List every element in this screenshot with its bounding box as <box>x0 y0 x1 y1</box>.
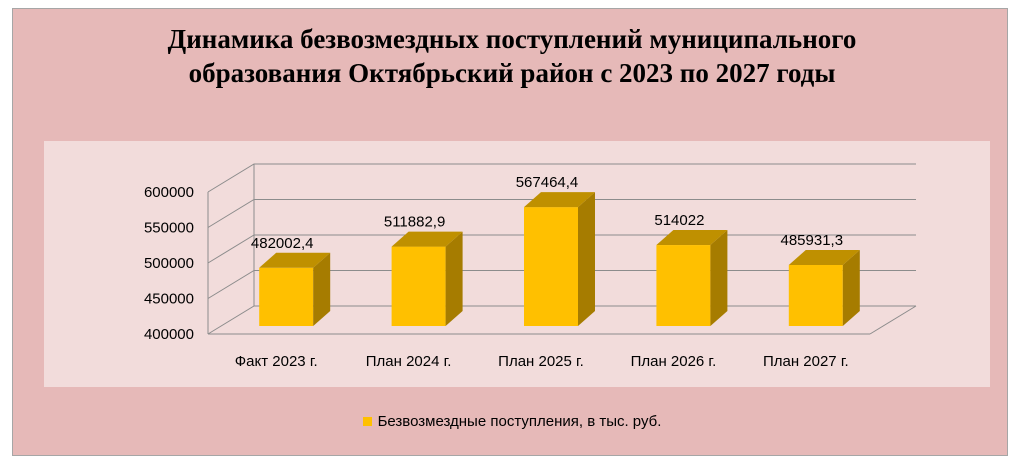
x-tick-label: Факт 2023 г. <box>235 353 318 370</box>
value-label: 567464,4 <box>516 174 579 191</box>
bar-front <box>788 264 843 326</box>
y-tick-label: 450000 <box>144 291 194 308</box>
bar-top <box>656 230 728 246</box>
bar-top <box>259 252 331 268</box>
bar-front <box>391 246 446 326</box>
bar <box>259 252 331 326</box>
value-label: 514022 <box>654 212 704 229</box>
bar <box>524 192 595 326</box>
bars <box>259 192 860 326</box>
value-label: 511882,9 <box>384 214 445 231</box>
bar-front <box>259 267 314 326</box>
chart-title-line-2: образования Октябрьский район с 2023 по … <box>188 58 836 88</box>
bar <box>788 249 860 326</box>
y-tick-label: 600000 <box>144 184 194 201</box>
floor-right-edge <box>869 305 917 335</box>
x-tick-label: План 2027 г. <box>763 353 849 370</box>
legend-label: Безвозмездные поступления, в тыс. руб. <box>377 413 662 430</box>
x-tick-label: План 2026 г. <box>631 353 717 370</box>
chart-title: Динамика безвозмездных поступлений муниц… <box>0 22 1024 90</box>
bar-side <box>313 252 331 326</box>
bar <box>391 231 463 326</box>
bar-side <box>842 249 860 326</box>
bar <box>656 230 728 326</box>
data-labels: 482002,4 511882,9 567464,4 514022 485931,3 <box>251 174 843 252</box>
legend: Безвозмездные поступления, в тыс. руб. <box>0 413 1024 430</box>
bar-front <box>656 245 711 326</box>
x-tick-label: План 2025 г. <box>498 353 584 370</box>
bar-side <box>710 230 728 326</box>
y-tick-label: 400000 <box>144 326 194 343</box>
chart-title-line-1: Динамика безвозмездных поступлений муниц… <box>167 24 857 54</box>
axis-labels: 400000 450000 500000 550000 600000 Факт 2023 … <box>144 184 849 370</box>
y-tick-label: 550000 <box>144 220 194 237</box>
x-tick-label: План 2024 г. <box>366 353 452 370</box>
legend-swatch <box>362 417 372 426</box>
value-label: 482002,4 <box>251 235 314 252</box>
y-tick-label: 500000 <box>144 255 194 272</box>
bar-side <box>445 231 463 326</box>
bar-top <box>524 192 595 208</box>
value-label: 485931,3 <box>781 232 844 249</box>
bar-top <box>391 231 463 247</box>
bar-side <box>578 192 595 326</box>
bar-top <box>788 249 860 265</box>
bar-front <box>524 207 578 326</box>
